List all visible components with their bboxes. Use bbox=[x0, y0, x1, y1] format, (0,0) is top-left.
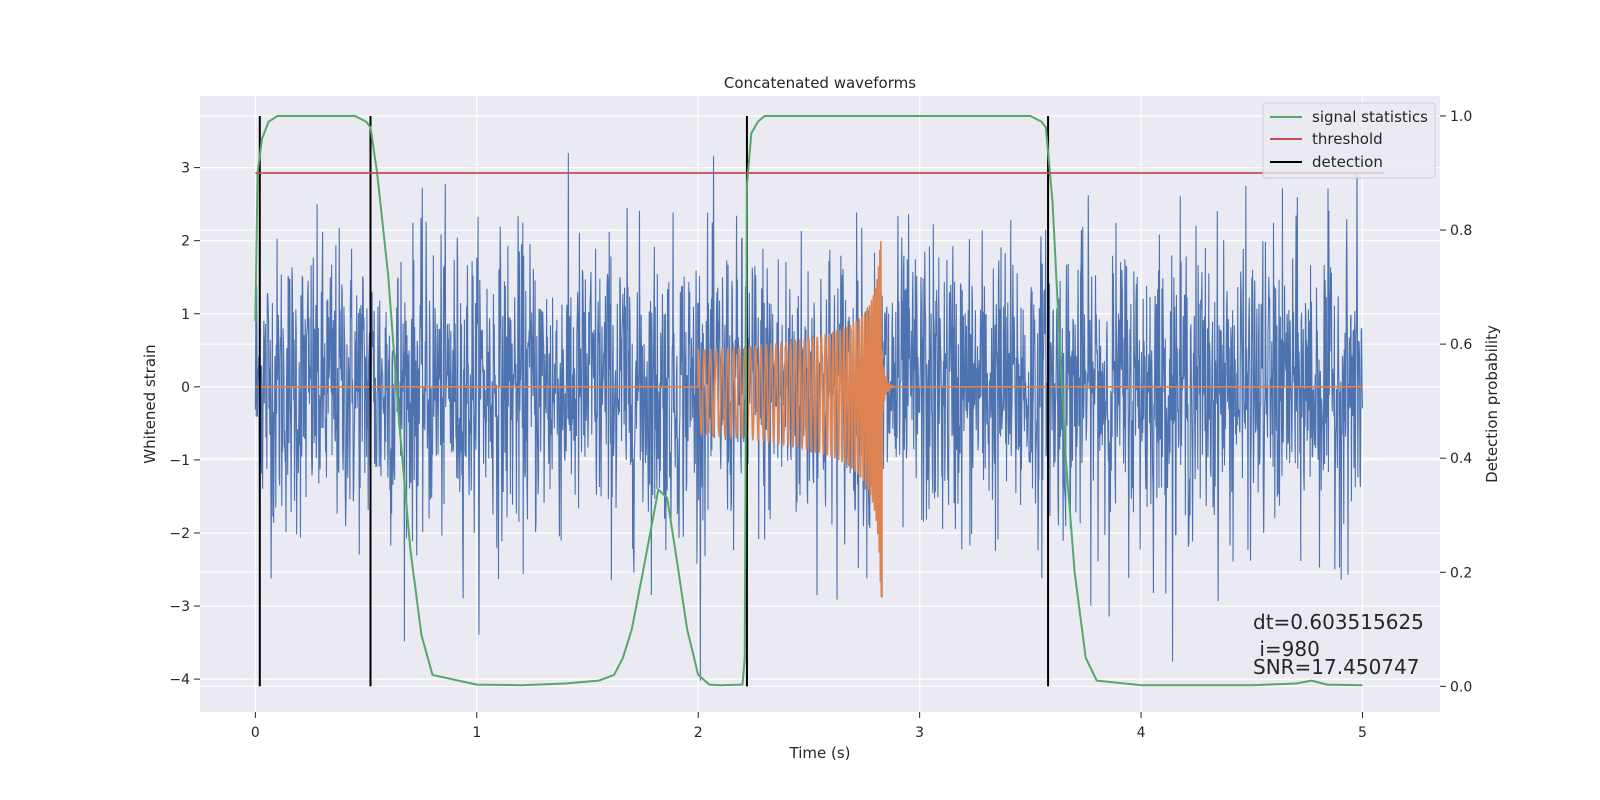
legend-box bbox=[1262, 102, 1436, 179]
waveform-series bbox=[255, 241, 1363, 598]
y-tick-label: 3 bbox=[181, 161, 190, 177]
x-tick-label: 0 bbox=[251, 725, 260, 741]
x-axis-label: Time (s) bbox=[789, 744, 851, 762]
y-tick-label: −1 bbox=[169, 453, 190, 469]
legend-label-threshold: threshold bbox=[1312, 130, 1383, 148]
annotation-dt: dt=0.603515625 bbox=[1253, 610, 1424, 634]
y2-tick-label: 0.6 bbox=[1450, 337, 1472, 353]
y2-tick-label: 1.0 bbox=[1450, 109, 1472, 125]
signal-statistics-series bbox=[254, 114, 1363, 687]
strain-series bbox=[254, 152, 1364, 681]
x-tick-label: 5 bbox=[1358, 725, 1367, 741]
y-tick-label: 2 bbox=[181, 234, 190, 250]
x-tick-label: 1 bbox=[472, 725, 481, 741]
x-tick-label: 4 bbox=[1137, 725, 1146, 741]
y2-axis-label: Detection probability bbox=[1483, 325, 1501, 483]
x-tick-label: 3 bbox=[915, 725, 924, 741]
y2-tick-label: 0.4 bbox=[1450, 451, 1472, 467]
y-tick-label: −2 bbox=[169, 526, 190, 542]
annotation-snr: SNR=17.450747 bbox=[1253, 655, 1419, 679]
y-tick-label: 1 bbox=[181, 307, 190, 323]
annotation-i: i=980 bbox=[1253, 637, 1320, 661]
annotations: dt=0.603515625 i=980 SNR=17.450747 bbox=[1253, 610, 1424, 679]
chart-title: Concatenated waveforms bbox=[724, 74, 916, 92]
legend-label-detection: detection bbox=[1312, 153, 1383, 171]
y-axis-label: Whitened strain bbox=[141, 344, 159, 463]
y-tick-label: −3 bbox=[169, 599, 190, 615]
legend-label-signal-statistics: signal statistics bbox=[1312, 108, 1428, 126]
grid-lines bbox=[200, 96, 1440, 712]
y-tick-label: −4 bbox=[169, 672, 190, 688]
axes: 0 1 2 3 4 5 3 2 1 0 −1 −2 −3 −4 1.0 0.8 0.6 0.4 0.2 0.0 bbox=[169, 109, 1472, 741]
plot-content bbox=[254, 114, 1385, 687]
legend: signal statistics threshold detection bbox=[1262, 102, 1436, 179]
y2-tick-label: 0.2 bbox=[1450, 565, 1472, 581]
y2-tick-label: 0.0 bbox=[1450, 679, 1472, 695]
y2-tick-label: 0.8 bbox=[1450, 223, 1472, 239]
y-tick-label: 0 bbox=[181, 380, 190, 396]
x-tick-label: 2 bbox=[694, 725, 703, 741]
